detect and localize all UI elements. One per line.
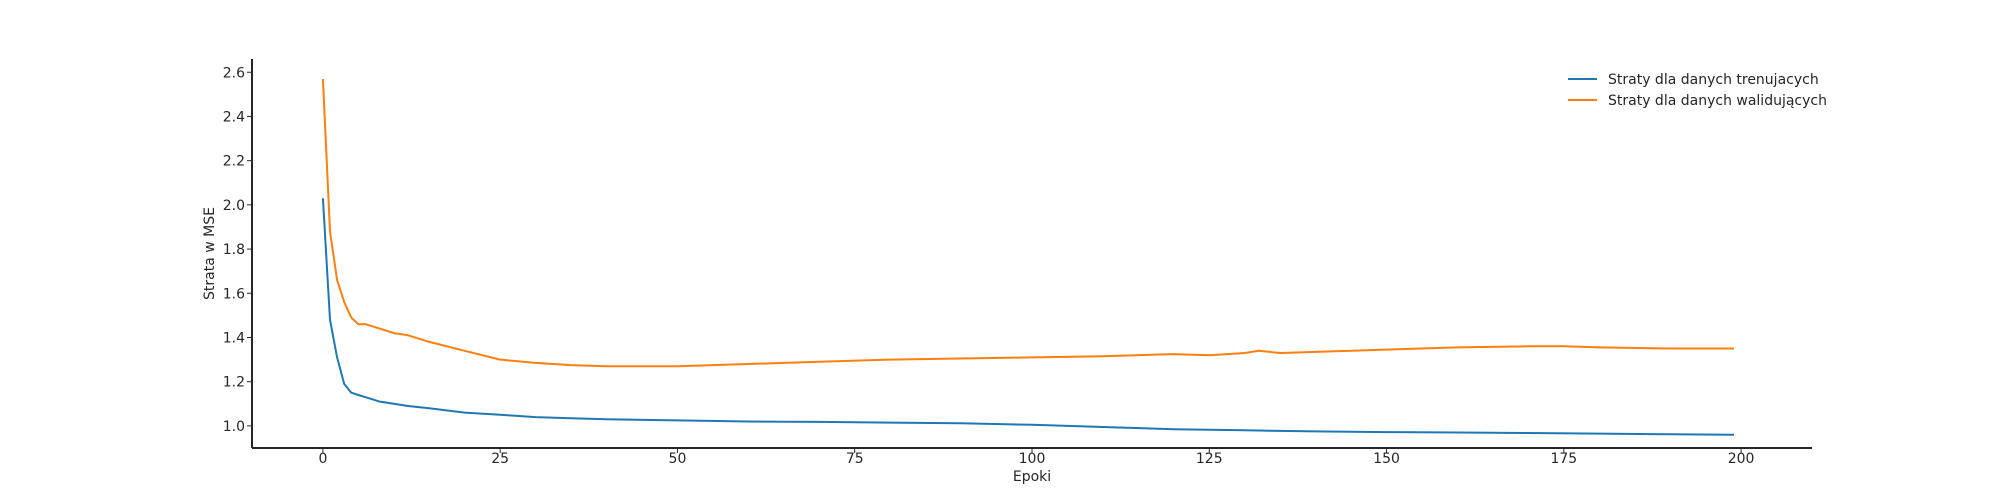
- x-tick-label: 150: [1373, 451, 1400, 467]
- x-tick-label: 100: [1019, 451, 1046, 467]
- x-tick-label: 50: [669, 451, 687, 467]
- y-axis-title: Strata w MSE: [202, 207, 218, 300]
- x-tick-label: 175: [1550, 451, 1577, 467]
- series-line-1: [321, 198, 1735, 436]
- series-line-2: [321, 78, 1734, 368]
- y-tick-label: 2.2: [223, 154, 245, 170]
- y-tick-label: 2.4: [223, 109, 245, 125]
- y-tick-label: 1.4: [223, 330, 245, 346]
- x-tick-label: 0: [318, 451, 327, 467]
- x-tick-label: 200: [1728, 451, 1755, 467]
- y-tick-label: 1.6: [223, 286, 245, 302]
- series-layer: [321, 78, 1735, 436]
- legend: Straty dla danych trenujacych Straty dla …: [1568, 72, 1827, 109]
- legend-label: Straty dla danych walidujących: [1608, 93, 1827, 109]
- x-tick-label: 25: [491, 451, 509, 467]
- y-tick-label: 1.2: [223, 375, 245, 391]
- y-tick-label: 1.0: [223, 419, 245, 435]
- legend-label: Straty dla danych trenujacych: [1608, 72, 1819, 88]
- y-tick-label: 1.8: [223, 242, 245, 258]
- x-axis-title: Epoki: [1013, 469, 1051, 485]
- x-tick-label: 75: [846, 451, 864, 467]
- y-tick-label: 2.0: [223, 198, 245, 214]
- y-tick-label: 2.6: [223, 65, 245, 81]
- x-tick-label: 125: [1196, 451, 1223, 467]
- x-axis-ticks: 0 25 50 75 100 125 150 175 200: [318, 448, 1754, 467]
- y-axis-ticks: 1.0 1.2 1.4 1.6 1.8 2.0 2.2 2.4 2.6: [223, 65, 252, 435]
